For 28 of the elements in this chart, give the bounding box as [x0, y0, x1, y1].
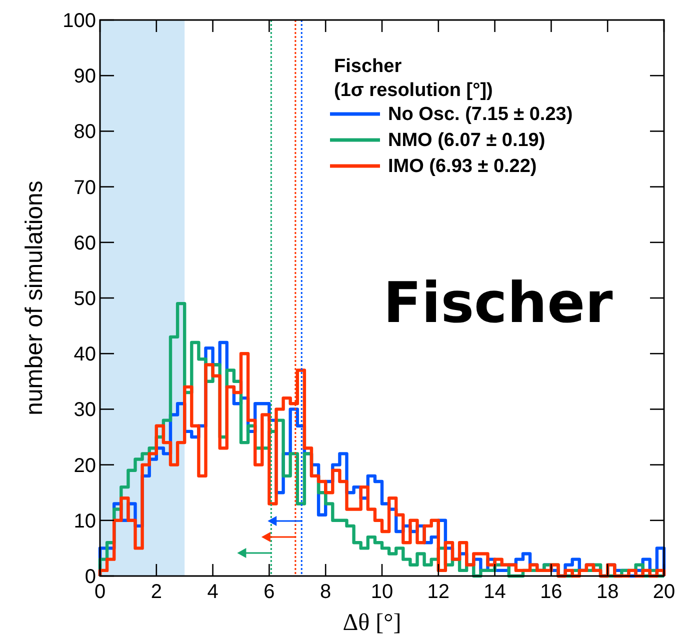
- y-tick-label: 100: [62, 10, 96, 32]
- x-tick-label: 6: [264, 581, 275, 603]
- legend-title: Fischer (1σ resolution [°]): [334, 56, 493, 101]
- y-axis-title: number of simulations: [21, 180, 48, 416]
- x-tick-label: 8: [320, 581, 332, 603]
- y-tick-label: 40: [74, 344, 96, 366]
- x-tick-label: 20: [652, 581, 676, 603]
- x-tick-label: 14: [484, 581, 506, 603]
- y-tick-label: 60: [74, 232, 96, 254]
- x-tick-label: 16: [540, 581, 562, 603]
- x-tick-label: 10: [370, 581, 394, 603]
- y-tick-label: 30: [74, 399, 96, 422]
- y-tick-label: 50: [74, 288, 96, 310]
- y-tick-label: 0: [84, 566, 96, 588]
- x-tick-label: 12: [427, 581, 450, 603]
- y-tick-label: 80: [74, 121, 96, 144]
- x-tick-label: 2: [150, 581, 162, 603]
- x-tick-label: 4: [207, 581, 218, 603]
- x-axis-title: Δθ [°]: [342, 610, 402, 636]
- legend-label: IMO (6.93 ± 0.22): [388, 156, 537, 177]
- x-tick-label: 18: [596, 581, 619, 603]
- legend-label: NMO (6.07 ± 0.19): [388, 130, 546, 151]
- y-tick-label: 20: [74, 454, 96, 477]
- y-tick-label: 10: [74, 510, 96, 532]
- legend-label: No Osc. (7.15 ± 0.23): [388, 104, 573, 125]
- annotation: Fischer: [383, 271, 614, 336]
- y-tick-label: 90: [74, 66, 96, 88]
- y-tick-label: 70: [74, 176, 96, 199]
